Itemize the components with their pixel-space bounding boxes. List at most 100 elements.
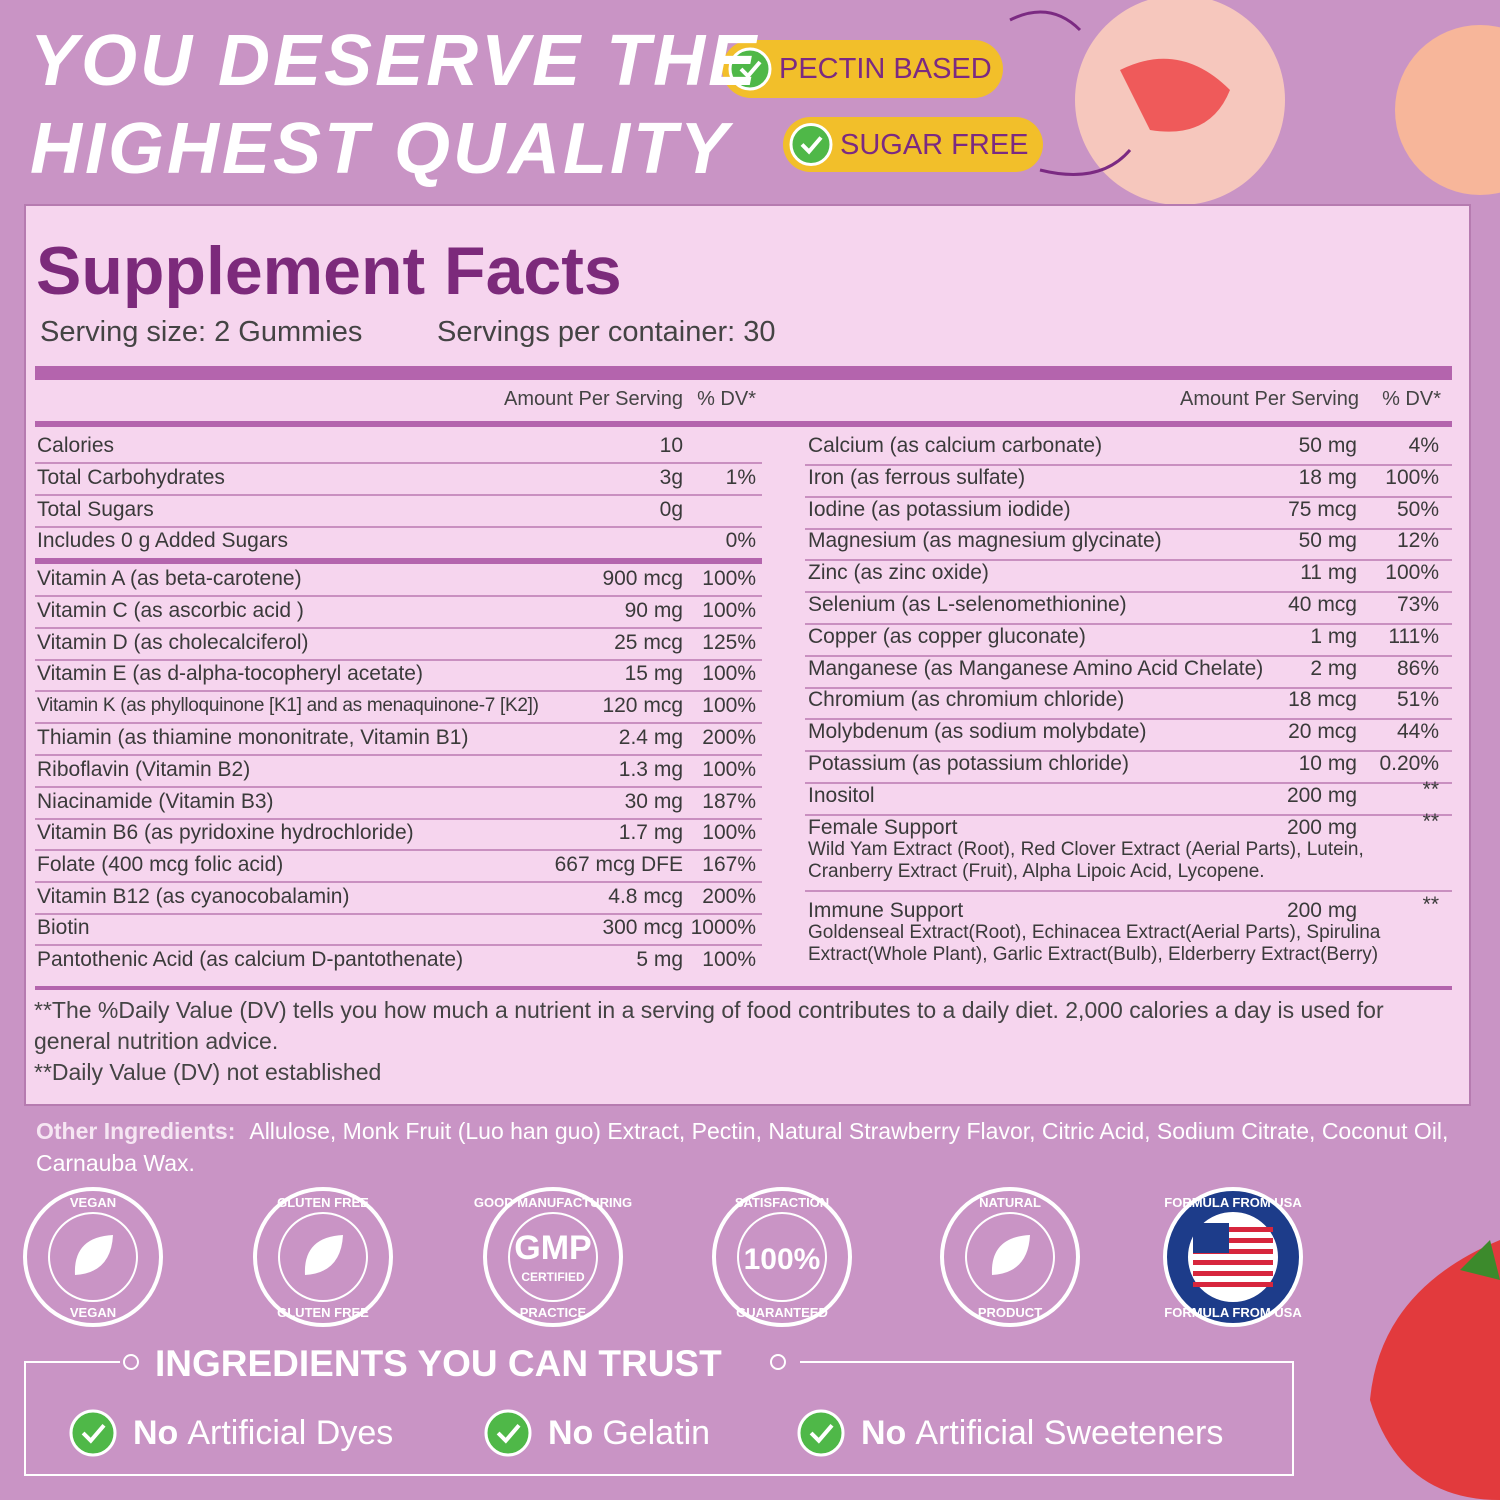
serving-size: Serving size: 2 Gummies [40,316,363,348]
check-icon [69,1409,117,1457]
separator [35,690,762,692]
check-icon [728,47,772,91]
nutrient-dv: 1% [725,466,756,489]
seal-icon [304,1235,343,1275]
nutrient-dv: 51% [1396,688,1439,711]
headline: HIGHEST QUALITY [30,109,732,189]
nutrient-name: Vitamin K (as phylloquinone [K1] and as … [37,695,539,716]
trust-gap [120,1350,800,1374]
nutrient-name: Iodine (as potassium iodide) [808,498,1071,521]
nutrient-name: Vitamin B6 (as pyridoxine hydrochloride) [37,821,414,844]
separator [35,627,762,629]
seal-inner [965,1212,1055,1302]
seal-top: NATURAL [979,1195,1041,1210]
servings: Servings per container: 30 [437,316,776,348]
nutrient-amount: 40 mcg [1288,593,1357,616]
seal-top: GLUTEN FREE [277,1195,369,1210]
lead: No [133,1414,179,1452]
nutrient-dv: 100% [702,567,756,590]
lead: No [548,1414,594,1452]
seal-bottom: PRODUCT [978,1305,1042,1320]
seal-center: GMP [514,1229,591,1267]
seal-bottom: PRACTICE [520,1305,587,1320]
nutrient-name: Vitamin C (as ascorbic acid ) [37,599,304,622]
nutrient-name: Total Sugars [37,498,154,521]
check-mark [739,60,762,79]
nutrient-amount: 300 mcg [602,916,683,939]
seal [712,1187,852,1327]
nutrient-name: Total Carbohydrates [37,466,225,489]
nutrient-amount: 4.8 mcg [608,885,683,908]
nutrient-amount: 3g [659,466,683,489]
nutrient-dv: 200% [702,885,756,908]
separator [805,750,1452,752]
separator [35,659,762,661]
nutrient-amount: 11 mg [1300,561,1357,584]
seal-sub: CERTIFIED [521,1270,585,1284]
bar [35,986,1452,990]
nutrient-dv: 100% [702,662,756,685]
nutrient-amount: 20 mcg [1288,720,1357,743]
seal-inner [737,1212,827,1302]
strawberry [1370,1240,1500,1500]
rest: Artificial Sweeteners [915,1414,1224,1452]
bar [35,558,762,564]
separator [35,913,762,915]
separator [35,754,762,756]
nutrient-name: Riboflavin (Vitamin B2) [37,758,251,781]
separator [35,526,762,528]
nutrient-name: Vitamin E (as d-alpha-tocopheryl acetate… [37,662,423,685]
nutrient-amount: 200 mg [1286,784,1357,807]
seal-icon [74,1235,113,1275]
seal-bottom: GUARANTEED [736,1305,828,1320]
nutrient-name: Biotin [37,916,90,939]
nutrient-name: Selenium (as L-selenomethionine) [808,593,1127,616]
facts-title: Supplement Facts [36,233,622,309]
nutrient-amount: 18 mcg [1288,688,1357,711]
rest: Gelatin [602,1414,711,1452]
separator [805,890,1452,892]
nutrient-dv: ** [1422,778,1439,801]
seal [253,1187,393,1327]
nutrient-amount: 667 mcg DFE [554,853,683,876]
nutrient-name: Vitamin A (as beta-carotene) [37,567,302,590]
nutrient-amount: 2 mg [1310,657,1357,680]
nutrient-name: Calcium (as calcium carbonate) [808,434,1103,457]
nutrient-name: Potassium (as potassium chloride) [808,752,1129,775]
separator [35,595,762,597]
nutrient-name: Iron (as ferrous sulfate) [808,466,1026,489]
separator [35,849,762,851]
badge-text: SUGAR FREE [840,128,1029,161]
nutrient-amount: 1.3 mg [618,758,683,781]
seal-center: 100% [744,1243,821,1276]
seal-top: VEGAN [70,1195,116,1210]
footnote: **The %Daily Value (DV) tells you how mu… [34,997,1384,1054]
nutrient-name: Molybdenum (as sodium molybdate) [808,720,1147,743]
seal-top: FORMULA FROM USA [1164,1195,1302,1210]
nutrient-name: Pantothenic Acid (as calcium D-pantothen… [37,948,464,971]
nutrient-dv: 200% [702,726,756,749]
nutrient-dv: 4% [1408,434,1439,457]
separator [35,881,762,883]
nutrient-dv: 1000% [690,916,756,939]
arrow [1009,10,1082,32]
separator [805,496,1452,498]
separator [805,718,1452,720]
nutrient-amount: 200 mg [1286,899,1357,922]
nutrient-name: Female Support [808,816,958,839]
headline: YOU DESERVE THE [30,21,760,101]
seal-bottom: VEGAN [70,1305,116,1320]
nutrient-amount: 18 mg [1298,466,1357,489]
nutrient-dv: 0% [725,529,756,552]
seal-inner [278,1212,368,1302]
trust-item: No Artificial Dyes [133,1414,393,1453]
nutrient-name: Copper (as copper gluconate) [808,625,1086,648]
flag-stripe [1193,1282,1273,1287]
nutrient-dv: 111% [1388,625,1439,648]
nutrient-dv: 100% [1385,466,1439,489]
nutrient-name: Manganese (as Manganese Amino Acid Chela… [808,657,1264,680]
trust-title: INGREDIENTS YOU CAN TRUST [155,1343,722,1384]
nutrient-amount: 10 [659,434,683,457]
separator [35,494,762,496]
check-icon [797,1409,845,1457]
